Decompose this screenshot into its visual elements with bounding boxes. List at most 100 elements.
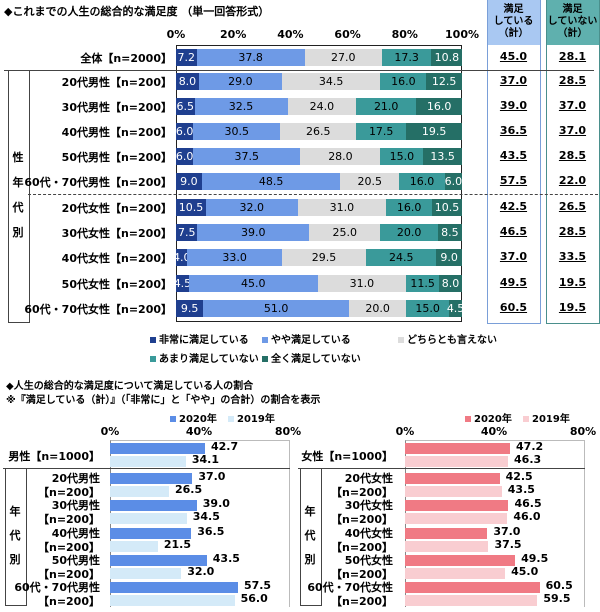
unsatisfied-total-value: 22.0 (558, 174, 587, 187)
bar-value-label: 49.5 (521, 552, 549, 565)
row-sample-size: 【n=200】 (330, 595, 393, 608)
bar-segment-4: 21.0 (356, 98, 417, 115)
bar-value-label: 37.5 (494, 538, 522, 551)
bar-value-label: 57.5 (243, 579, 272, 592)
bar-value-label: 37.0 (198, 470, 226, 483)
bar-segment-3: 31.0 (317, 275, 407, 292)
satisfied-total-value: 57.5 (499, 174, 528, 187)
row-sample-size: 【n=200】 (37, 595, 100, 608)
unsatisfied-total-value: 28.5 (558, 74, 587, 87)
row-label: 50代女性 (344, 554, 393, 567)
bar-value-label: 46.3 (514, 453, 542, 466)
legend-swatch (228, 416, 234, 422)
row-label: 30代女性【n=200】 (61, 227, 172, 240)
bar-value-label: 34.5 (192, 510, 220, 523)
unsatisfied-total-value: 33.5 (558, 250, 587, 263)
satisfied-col-bg (487, 0, 540, 45)
row-sample-size: 【n=200】 (330, 568, 393, 581)
bar-segment-3: 31.0 (297, 199, 387, 216)
group-label-box (8, 70, 30, 323)
row-sample-size: 【n=200】 (330, 486, 393, 499)
bar-segment-3: 20.5 (340, 173, 400, 190)
bar-2020 (405, 443, 511, 454)
row-label: 60代・70代女性【n=200】 (24, 303, 172, 316)
separator-line (298, 468, 585, 469)
row-label: 50代女性【n=200】 (61, 278, 172, 291)
bar-value-label: 47.2 (516, 440, 544, 453)
row-label: 20代女性【n=200】 (61, 202, 172, 215)
axis-tick-label: 0% (395, 425, 415, 438)
group-label-box (300, 468, 322, 606)
axis-tick-label: 0% (166, 28, 186, 41)
bar-segment-5: 9.0 (436, 249, 462, 266)
bar-2020 (405, 473, 500, 484)
unsatisfied-total-value: 19.5 (558, 301, 587, 314)
bar-2019 (110, 513, 187, 524)
legend-label: 全く満足していない (271, 354, 361, 365)
bar-segment-5: 12.5 (426, 73, 462, 90)
legend-label: 2019年 (237, 414, 275, 425)
legend-label: どちらとも言えない (407, 335, 497, 346)
bar-segment-4: 17.5 (356, 123, 407, 140)
satisfied-total-value: 39.0 (499, 99, 528, 112)
bar-2019 (405, 568, 506, 579)
satisfied-total-value: 46.5 (499, 225, 528, 238)
bar-value-label: 43.5 (212, 552, 240, 565)
bar-2019 (405, 595, 538, 606)
bar-segment-4: 16.0 (380, 73, 427, 90)
bar-value-label: 26.5 (174, 483, 203, 496)
legend-label: 2020年 (179, 414, 217, 425)
bar-segment-2: 37.8 (196, 49, 305, 66)
satisfied-col-box (487, 0, 541, 324)
bar-segment-5: 10.8 (431, 49, 463, 66)
row-label: 30代男性 (51, 499, 100, 512)
bar-segment-4: 16.0 (386, 199, 432, 216)
row-sample-size: 【n=200】 (37, 486, 100, 499)
top-chart-title: ◆これまでの人生の総合的な満足度 （単一回答形式） (4, 5, 270, 18)
bar-value-label: 45.0 (511, 565, 539, 578)
row-label: 40代女性【n=200】 (61, 252, 172, 265)
bar-value-label: 39.0 (202, 497, 230, 510)
row-label: 20代男性【n=200】 (61, 76, 172, 89)
row-sample-size: 【n=200】 (37, 568, 100, 581)
bar-segment-1: 8.0 (176, 73, 199, 90)
bar-2019 (110, 486, 169, 497)
satisfied-total-value: 49.5 (499, 276, 528, 289)
bar-value-label: 46.5 (514, 497, 542, 510)
gender-divider-dashed (28, 194, 598, 195)
row-sample-size: 【n=200】 (37, 513, 100, 526)
legend-swatch (170, 416, 176, 422)
axis-tick-label: 40% (185, 425, 213, 438)
satisfied-total-value: 36.5 (499, 124, 528, 137)
legend-label: 非常に満足している (159, 335, 249, 346)
axis-tick-label: 40% (480, 425, 508, 438)
bar-value-label: 21.5 (163, 538, 191, 551)
bar-segment-1: 6.0 (175, 148, 194, 165)
legend-item: やや満足している (262, 331, 351, 346)
bar-segment-1: 4.0 (172, 249, 191, 266)
separator-line (4, 70, 594, 71)
row-label: 女性【n=1000】 (301, 449, 393, 463)
bar-segment-2: 37.5 (193, 148, 301, 165)
bar-segment-4: 11.5 (406, 275, 440, 292)
legend-swatch (262, 356, 268, 362)
legend-swatch (465, 416, 471, 422)
group-label-vertical: 年代別 (9, 505, 21, 566)
axis-tick-label: 80% (569, 425, 597, 438)
row-label: 30代女性 (344, 499, 393, 512)
bar-value-label: 34.1 (191, 453, 219, 466)
bar-segment-2: 48.5 (201, 173, 341, 190)
unsatisfied-total-value: 28.5 (558, 225, 587, 238)
bar-segment-2: 29.0 (198, 73, 282, 90)
unsatisfied-total-value: 37.0 (558, 124, 587, 137)
bar-segment-3: 29.5 (281, 249, 367, 266)
group-label-vertical: 性年代別 (12, 151, 24, 239)
legend-label: 2020年 (474, 414, 512, 425)
bar-segment-1: 7.2 (176, 49, 197, 66)
satisfied-total-value: 42.5 (499, 200, 528, 213)
legend-swatch (150, 337, 156, 343)
unsatisfied-total-value: 37.0 (558, 99, 587, 112)
unsatisfied-total-value: 26.5 (558, 200, 587, 213)
bar-2020 (110, 443, 205, 454)
row-label: 20代女性 (344, 472, 393, 485)
